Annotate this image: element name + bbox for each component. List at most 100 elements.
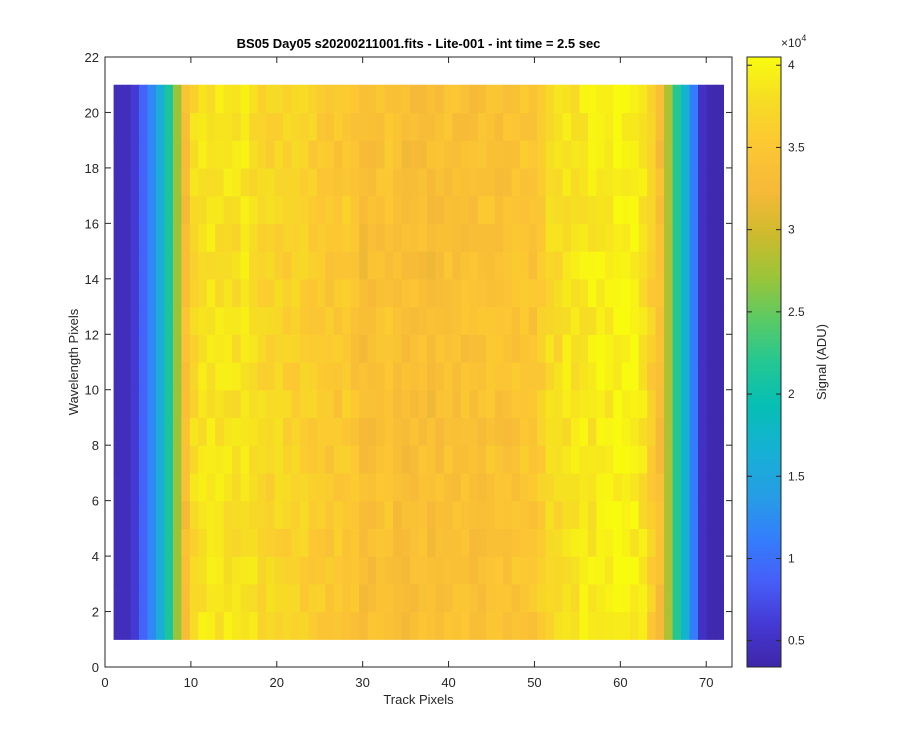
heatmap-cell — [240, 528, 250, 557]
heatmap-cell — [698, 223, 708, 252]
heatmap-cell — [206, 528, 216, 557]
heatmap-cell — [122, 500, 132, 529]
heatmap-cell — [147, 140, 157, 169]
heatmap-cell — [579, 500, 589, 529]
heatmap-cell — [579, 278, 589, 308]
heatmap-cell — [689, 306, 699, 335]
heatmap-cell — [520, 278, 530, 308]
heatmap-cell — [452, 389, 462, 419]
heatmap-cell — [545, 445, 555, 474]
heatmap-cell — [494, 611, 504, 640]
heatmap-cell — [570, 278, 581, 308]
heatmap-cell — [206, 140, 216, 169]
heatmap-cell — [681, 140, 691, 169]
heatmap-cell — [418, 334, 428, 363]
heatmap-cell — [333, 417, 343, 446]
heatmap-cell — [596, 417, 606, 446]
heatmap-cell — [274, 306, 284, 335]
heatmap-cell — [240, 334, 250, 363]
heatmap-cell — [664, 84, 674, 114]
heatmap-cell — [308, 223, 318, 252]
heatmap-cell — [698, 417, 708, 446]
heatmap-cell — [418, 417, 428, 446]
heatmap-cell — [122, 223, 132, 252]
heatmap-cell — [655, 528, 665, 557]
heatmap-cell — [122, 472, 132, 502]
heatmap-cell — [520, 500, 530, 529]
heatmap-cell — [181, 278, 191, 308]
heatmap-cell — [325, 556, 335, 585]
heatmap-cell — [706, 556, 716, 585]
heatmap-cell — [189, 362, 199, 391]
heatmap-cell — [350, 223, 360, 252]
heatmap-cell — [418, 84, 428, 114]
heatmap-cell — [367, 334, 377, 363]
heatmap-cell — [282, 389, 293, 419]
heatmap-cell — [443, 445, 453, 474]
heatmap-cell — [215, 84, 225, 114]
heatmap-cell — [198, 334, 208, 363]
heatmap-cell — [350, 278, 360, 308]
colorbar-frame — [746, 56, 782, 668]
heatmap-cell — [206, 583, 216, 613]
heatmap-cell — [443, 500, 453, 529]
heatmap-cell — [282, 334, 293, 363]
heatmap-cell — [469, 223, 479, 252]
heatmap-cell — [130, 251, 140, 280]
heatmap-cell — [562, 251, 572, 280]
heatmap-cell — [418, 167, 428, 197]
heatmap-cell — [308, 556, 318, 585]
heatmap-cell — [282, 84, 293, 114]
heatmap-cell — [638, 583, 648, 613]
heatmap-cell — [249, 251, 259, 280]
heatmap-cell — [291, 417, 301, 446]
heatmap-cell — [528, 500, 538, 529]
heatmap-cell — [410, 251, 420, 280]
heatmap-cell — [494, 528, 504, 557]
heatmap-cell — [266, 278, 276, 308]
heatmap-cell — [477, 389, 487, 419]
heatmap-cell — [554, 334, 564, 363]
heatmap-cell — [139, 140, 149, 169]
heatmap-cell — [122, 445, 132, 474]
heatmap-cell — [469, 500, 479, 529]
heatmap-cell — [545, 223, 555, 252]
heatmap-cell — [562, 556, 572, 585]
heatmap-cell — [164, 556, 174, 585]
heatmap-cell — [198, 445, 208, 474]
heatmap-cell — [460, 195, 470, 224]
heatmap-cell — [308, 334, 318, 363]
heatmap-cell — [698, 112, 708, 141]
heatmap-cell — [681, 472, 691, 502]
heatmap-cell — [486, 334, 496, 363]
heatmap-cell — [562, 445, 572, 474]
heatmap-cell — [130, 84, 140, 114]
heatmap-cell — [384, 334, 394, 363]
heatmap-cell — [545, 306, 555, 335]
heatmap-cell — [537, 583, 547, 613]
heatmap-cell — [672, 84, 682, 114]
heatmap-cell — [426, 583, 437, 613]
heatmap-cell — [299, 500, 309, 529]
heatmap-cell — [443, 389, 453, 419]
heatmap-cell — [240, 140, 250, 169]
heatmap-cell — [139, 167, 149, 197]
heatmap-cell — [130, 195, 140, 224]
heatmap-cell — [164, 528, 174, 557]
heatmap-cell — [164, 112, 174, 141]
heatmap-cell — [113, 528, 123, 557]
heatmap-cell — [460, 583, 470, 613]
heatmap-cell — [367, 417, 377, 446]
heatmap-cell — [570, 556, 581, 585]
heatmap-cell — [325, 140, 335, 169]
heatmap-cell — [308, 611, 318, 640]
heatmap-cell — [342, 306, 352, 335]
heatmap-cell — [155, 195, 166, 224]
heatmap-cell — [299, 223, 309, 252]
heatmap-cell — [460, 223, 470, 252]
heatmap-cell — [689, 472, 699, 502]
heatmap-cell — [537, 112, 547, 141]
heatmap-cell — [139, 389, 149, 419]
heatmap-cell — [714, 278, 725, 308]
heatmap-cell — [232, 84, 242, 114]
